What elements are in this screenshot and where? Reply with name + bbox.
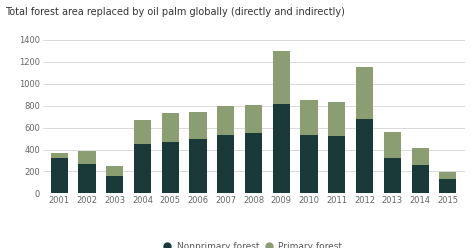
Bar xyxy=(134,144,151,193)
Bar xyxy=(51,153,68,158)
Bar xyxy=(384,132,401,158)
Bar xyxy=(245,133,262,193)
Text: Total forest area replaced by oil palm globally (directly and indirectly): Total forest area replaced by oil palm g… xyxy=(5,7,345,17)
Bar xyxy=(328,136,346,193)
Bar xyxy=(301,135,318,193)
Bar xyxy=(273,51,290,104)
Bar xyxy=(162,142,179,193)
Bar xyxy=(217,106,235,135)
Bar xyxy=(273,104,290,193)
Bar xyxy=(106,176,123,193)
Bar xyxy=(411,148,428,165)
Bar xyxy=(439,172,456,179)
Bar xyxy=(51,158,68,193)
Legend: Nonprimary forest, Primary forest: Nonprimary forest, Primary forest xyxy=(162,239,345,248)
Bar xyxy=(162,113,179,142)
Bar xyxy=(328,102,346,136)
Bar xyxy=(439,179,456,193)
Bar xyxy=(79,151,96,164)
Bar xyxy=(217,135,235,193)
Bar xyxy=(134,121,151,144)
Bar xyxy=(190,112,207,139)
Bar xyxy=(356,119,373,193)
Bar xyxy=(301,100,318,135)
Bar xyxy=(356,67,373,119)
Bar xyxy=(245,105,262,133)
Bar xyxy=(79,164,96,193)
Bar xyxy=(106,166,123,176)
Bar xyxy=(384,158,401,193)
Bar xyxy=(190,139,207,193)
Bar xyxy=(411,165,428,193)
